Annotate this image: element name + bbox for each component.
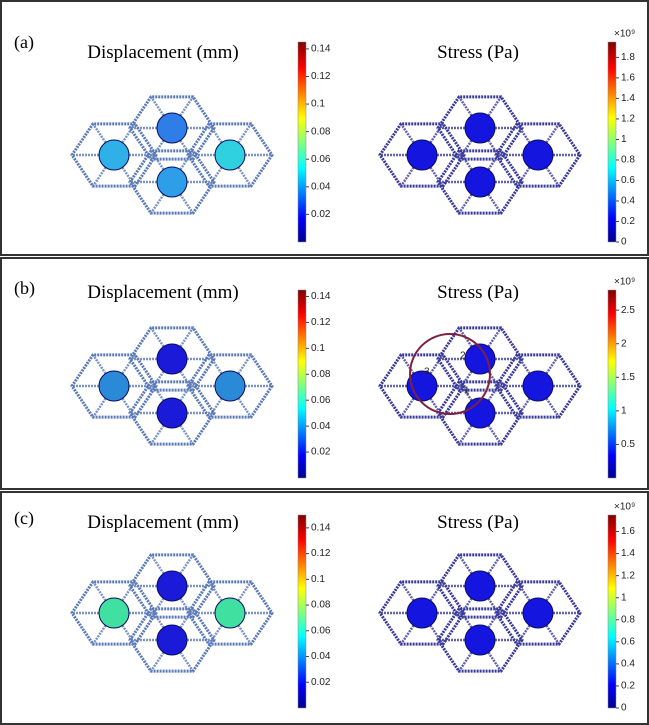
colorbar-tick-label: 0.02 xyxy=(311,209,331,220)
colorbar-tick-label: 0 xyxy=(621,237,627,248)
colorbar-tick-label: 0.04 xyxy=(311,651,331,662)
plot-title: Stress (Pa) xyxy=(437,282,519,303)
colorbar-tick-label: 0.08 xyxy=(311,369,331,380)
colorbar-tick-label: 0.4 xyxy=(621,659,635,670)
colorbar-tick-label: 1.4 xyxy=(621,93,635,104)
colorbar-tick-label: 1.2 xyxy=(621,114,635,125)
colorbar-tick-label: 0.4 xyxy=(621,196,635,207)
colorbar-tick-label: 0.06 xyxy=(311,154,331,165)
colorbar-tick-label: 0.12 xyxy=(311,317,331,328)
node xyxy=(523,371,553,401)
colorbar-tick-label: 0.08 xyxy=(311,126,331,137)
node xyxy=(157,113,187,143)
colorbar-multiplier: ×10⁹ xyxy=(614,502,635,513)
colorbar xyxy=(298,515,306,708)
annotation: 3 xyxy=(424,367,430,378)
node xyxy=(465,398,495,428)
node xyxy=(465,625,495,655)
colorbar-tick-label: 0.1 xyxy=(311,343,325,354)
node xyxy=(157,167,187,197)
colorbar-tick-label: 0.6 xyxy=(621,175,635,186)
colorbar xyxy=(298,290,306,478)
node xyxy=(157,571,187,601)
node xyxy=(407,140,437,170)
colorbar xyxy=(608,42,616,242)
plot-title: Displacement (mm) xyxy=(87,282,238,303)
plot-title: Displacement (mm) xyxy=(87,512,238,533)
node xyxy=(99,140,129,170)
figure: (a) Displacement (mm) 0.02 0.04 0.06 0.08 0.1 0… xyxy=(0,0,649,725)
plot-title: Displacement (mm) xyxy=(87,42,238,63)
node xyxy=(215,140,245,170)
node xyxy=(407,598,437,628)
plot-title: Stress (Pa) xyxy=(437,512,519,533)
colorbar-tick-label: 0.02 xyxy=(311,447,331,458)
colorbar-tick-label: 1 xyxy=(621,134,627,145)
colorbar-tick-label: 1.5 xyxy=(621,372,635,383)
node xyxy=(465,571,495,601)
panel-label: (c) xyxy=(14,508,34,529)
colorbar xyxy=(608,290,616,478)
colorbar-tick-label: 0.12 xyxy=(311,548,331,559)
colorbar-tick-label: 0.1 xyxy=(311,574,325,585)
node xyxy=(523,598,553,628)
colorbar-tick-label: 0.14 xyxy=(311,523,331,534)
colorbar-tick-label: 0.5 xyxy=(621,439,635,450)
colorbar-tick-label: 0.6 xyxy=(621,636,635,647)
colorbar-tick-label: 1.6 xyxy=(621,73,635,84)
node xyxy=(157,625,187,655)
colorbar-tick-label: 0.02 xyxy=(311,677,331,688)
panel-label: (b) xyxy=(14,278,35,299)
colorbar-tick-label: 0.12 xyxy=(311,71,331,82)
colorbar xyxy=(608,515,616,708)
colorbar-tick-label: 2 xyxy=(621,338,627,349)
colorbar-tick-label: 0.06 xyxy=(311,395,331,406)
colorbar-tick-label: 0.04 xyxy=(311,181,331,192)
node xyxy=(99,598,129,628)
annotation: 1 xyxy=(464,386,470,397)
colorbar xyxy=(298,42,306,242)
colorbar-tick-label: 1 xyxy=(621,592,627,603)
colorbar-tick-label: 0.2 xyxy=(621,681,635,692)
node xyxy=(465,167,495,197)
plot-title: Stress (Pa) xyxy=(437,42,519,63)
node xyxy=(157,398,187,428)
colorbar-tick-label: 1.8 xyxy=(621,52,635,63)
colorbar-multiplier: ×10⁹ xyxy=(614,29,635,40)
node xyxy=(157,344,187,374)
colorbar-tick-label: 0.8 xyxy=(621,155,635,166)
colorbar-tick-label: 0 xyxy=(621,703,627,714)
colorbar-tick-label: 2.5 xyxy=(621,305,635,316)
colorbar-tick-label: 0.14 xyxy=(311,291,331,302)
node xyxy=(523,140,553,170)
node xyxy=(99,371,129,401)
colorbar-tick-label: 0.04 xyxy=(311,421,331,432)
node xyxy=(215,598,245,628)
panel-label: (a) xyxy=(14,32,34,53)
colorbar-tick-label: 1.4 xyxy=(621,548,635,559)
colorbar-tick-label: 0.1 xyxy=(311,99,325,110)
colorbar-tick-label: 1.6 xyxy=(621,526,635,537)
annotation: 2 xyxy=(460,351,466,362)
colorbar-tick-label: 1 xyxy=(621,405,627,416)
colorbar-multiplier: ×10⁹ xyxy=(614,277,635,288)
colorbar-tick-label: 0.06 xyxy=(311,625,331,636)
node xyxy=(465,113,495,143)
colorbar-tick-label: 1.2 xyxy=(621,570,635,581)
colorbar-tick-label: 0.2 xyxy=(621,216,635,227)
colorbar-tick-label: 0.08 xyxy=(311,600,331,611)
colorbar-tick-label: 0.14 xyxy=(311,44,331,55)
node xyxy=(215,371,245,401)
colorbar-tick-label: 0.8 xyxy=(621,614,635,625)
